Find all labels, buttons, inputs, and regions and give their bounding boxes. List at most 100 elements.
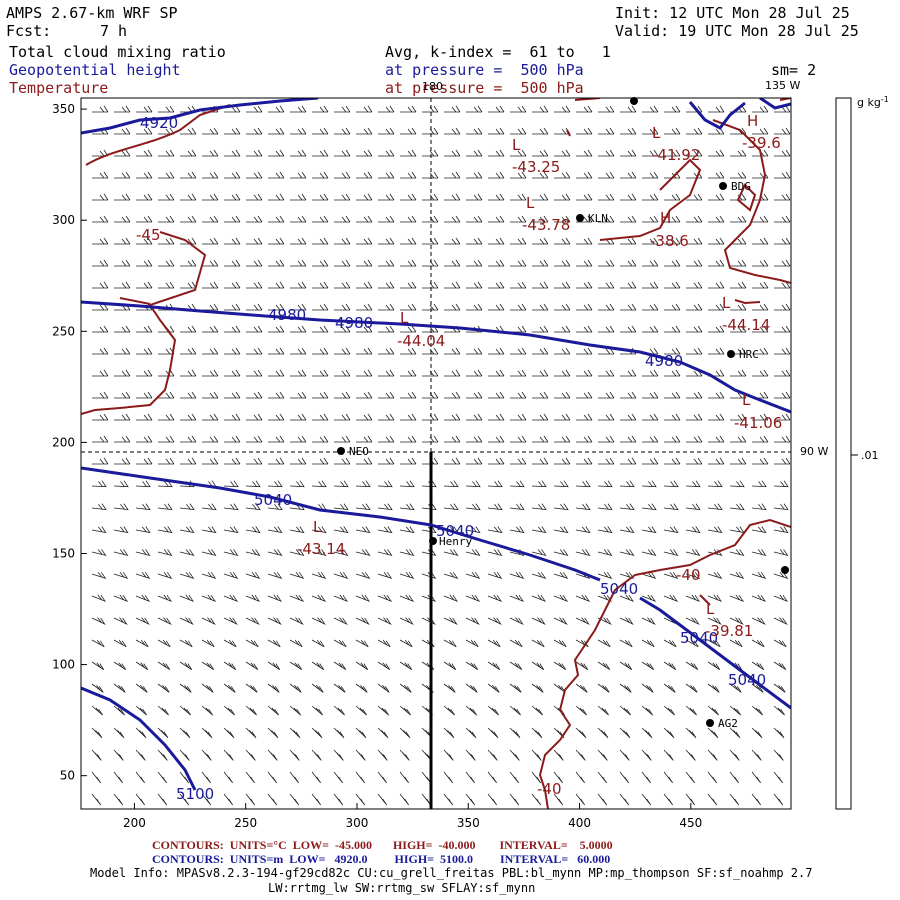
- wind-barb: [289, 705, 301, 716]
- wind-barb: [487, 661, 501, 670]
- wind-barb: [268, 237, 285, 245]
- wind-barb: [290, 457, 307, 465]
- wind-barb: [91, 749, 102, 761]
- wind-barb: [620, 281, 637, 289]
- wind-barb: [554, 215, 571, 223]
- wind-barb: [576, 149, 593, 157]
- wind-barb: [730, 171, 747, 179]
- wind-barb: [465, 683, 478, 693]
- wind-barb: [157, 503, 173, 511]
- wind-barb: [597, 639, 611, 648]
- wind-barb: [91, 503, 107, 511]
- wind-barb: [268, 435, 285, 443]
- wind-barb: [201, 727, 213, 739]
- wind-barb: [509, 503, 525, 511]
- wind-barb: [708, 281, 725, 289]
- wind-barb: [158, 105, 175, 113]
- meridian-135w-label: 135 W: [765, 79, 800, 92]
- wind-barb: [399, 749, 410, 761]
- wind-barb: [223, 793, 234, 806]
- wind-barb: [641, 480, 657, 488]
- wind-barb: [444, 303, 461, 311]
- wind-barb: [773, 793, 784, 806]
- wind-barb: [91, 617, 106, 625]
- wind-barb: [487, 594, 503, 603]
- model-info: Model Info: MPASv8.2.3-194-gf29cd82c CU:…: [90, 866, 813, 880]
- wind-barb: [444, 369, 461, 377]
- wind-barb: [223, 594, 239, 603]
- wind-barb: [113, 727, 125, 739]
- wind-barb: [201, 594, 217, 603]
- wind-barb: [466, 281, 483, 289]
- wind-barb: [597, 771, 608, 784]
- wind-barb: [708, 237, 725, 245]
- wind-barb: [290, 193, 307, 201]
- wind-barb: [246, 325, 263, 333]
- wind-barb: [641, 771, 652, 784]
- wind-barb: [685, 549, 701, 557]
- wind-barb: [377, 727, 389, 739]
- wind-barb: [509, 480, 525, 488]
- temperature-labels: -43.25 -41.92 -39.6 -43.78 -38.6 -44.04 …: [136, 134, 782, 798]
- wind-barb: [356, 171, 373, 179]
- wind-barb: [510, 457, 527, 465]
- wind-barb: [510, 171, 527, 179]
- wind-barb: [157, 661, 171, 670]
- wind-barb: [202, 127, 219, 135]
- wind-barb: [487, 480, 503, 488]
- k-index-range: Avg, k-index = 61 to 1: [385, 43, 611, 61]
- wind-barb: [752, 435, 769, 443]
- wind-barb: [91, 793, 102, 806]
- wind-barb: [377, 683, 390, 693]
- wind-barb: [333, 793, 344, 806]
- temp-label: -40: [537, 780, 562, 798]
- wind-barb: [355, 617, 370, 625]
- wind-barb: [400, 237, 417, 245]
- wind-barb: [135, 683, 148, 693]
- wind-barb: [113, 683, 126, 693]
- wind-barb: [773, 705, 785, 716]
- wind-barb: [400, 303, 417, 311]
- wind-barb: [729, 793, 740, 806]
- wind-barb: [729, 571, 745, 580]
- wind-barb: [443, 661, 457, 670]
- wind-barb: [598, 281, 615, 289]
- wind-barb: [333, 526, 349, 534]
- wind-barb: [179, 771, 190, 784]
- wind-barb: [774, 127, 791, 135]
- wind-barb: [246, 105, 263, 113]
- wind-barb: [554, 347, 571, 355]
- wind-barb: [729, 639, 743, 648]
- wind-barb: [92, 237, 109, 245]
- wind-barb: [268, 347, 285, 355]
- wind-barb: [707, 480, 723, 488]
- wind-barb: [290, 391, 307, 399]
- wind-barb: [422, 193, 439, 201]
- wind-barb: [598, 171, 615, 179]
- wind-barb: [510, 369, 527, 377]
- wind-barb: [245, 705, 257, 716]
- wind-barb: [510, 193, 527, 201]
- wind-barb: [355, 705, 367, 716]
- wind-barb: [180, 259, 197, 267]
- wind-barb: [509, 661, 523, 670]
- wind-barb: [356, 215, 373, 223]
- wind-barb: [202, 325, 219, 333]
- field-cloud: Total cloud mixing ratio: [9, 43, 226, 61]
- low-marker: L: [512, 136, 521, 154]
- y-tick-label: 150: [52, 546, 75, 560]
- wind-barb: [488, 259, 505, 267]
- wind-barb: [642, 215, 659, 223]
- wind-barb: [619, 793, 630, 806]
- wind-barb: [686, 303, 703, 311]
- wind-barb: [289, 480, 305, 488]
- wind-barb: [597, 503, 613, 511]
- wind-barb: [356, 193, 373, 201]
- wind-barb: [157, 793, 168, 806]
- wind-barb: [730, 435, 747, 443]
- height-labels: 4920 4980 4980 4980 5040 5040 5040 5040 …: [140, 114, 766, 803]
- wind-barb: [289, 594, 305, 603]
- wind-barb: [663, 749, 674, 761]
- wind-barb: [92, 435, 109, 443]
- wind-barb: [333, 594, 349, 603]
